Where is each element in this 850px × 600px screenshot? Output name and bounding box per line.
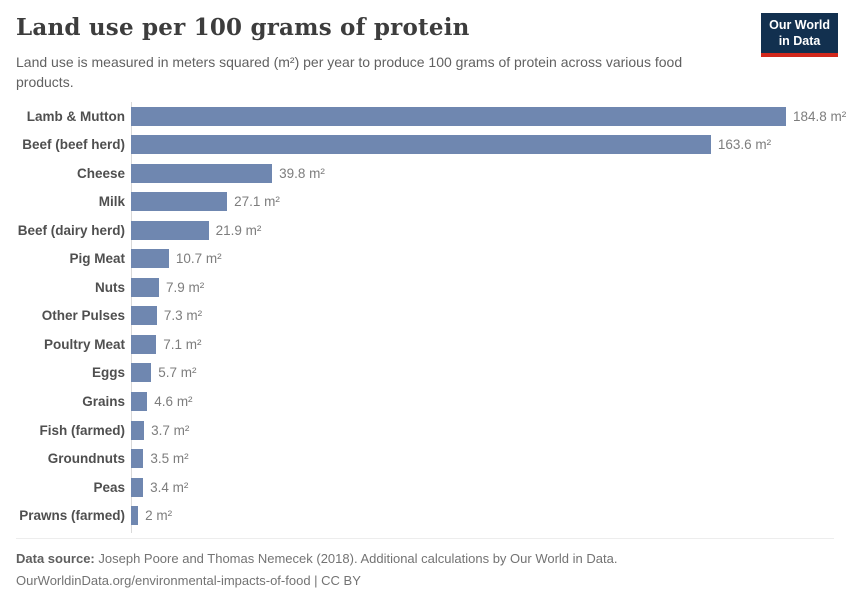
category-label: Prawns (farmed) (19, 508, 125, 524)
category-label: Other Pulses (41, 308, 125, 324)
bar[interactable] (131, 334, 157, 354)
value-label: 7.1 m² (163, 336, 202, 352)
category-label: Beef (dairy herd) (17, 222, 125, 238)
value-label: 3.7 m² (151, 422, 190, 438)
value-label: 5.7 m² (158, 365, 197, 381)
chart-footer: Data source: Joseph Poore and Thomas Nem… (16, 538, 834, 592)
category-label: Beef (beef herd) (22, 137, 125, 153)
bar[interactable] (131, 306, 157, 326)
bar-row: Cheese 39.8 m² (16, 159, 834, 188)
value-label: 163.6 m² (717, 137, 772, 153)
bar[interactable] (131, 506, 139, 526)
bar[interactable] (131, 106, 786, 126)
data-source-label: Data source: (16, 551, 95, 566)
bar-row: Milk 27.1 m² (16, 187, 834, 216)
bar-row: Groundnuts 3.5 m² (16, 444, 834, 473)
bar-row: Pig Meat 10.7 m² (16, 244, 834, 273)
bar-row: Poultry Meat 7.1 m² (16, 330, 834, 359)
bar-row: Lamb & Mutton 184.8 m² (16, 102, 846, 131)
value-label: 2 m² (145, 508, 173, 524)
value-label: 10.7 m² (175, 251, 222, 267)
bar[interactable] (131, 363, 152, 383)
value-label: 3.5 m² (150, 451, 189, 467)
url-license-line[interactable]: OurWorldinData.org/environmental-impacts… (16, 573, 361, 588)
bar-chart: Lamb & Mutton 184.8 m² Beef (beef herd) 163… (16, 101, 846, 533)
value-label: 184.8 m² (793, 108, 847, 124)
bar[interactable] (131, 135, 711, 155)
bar[interactable] (131, 391, 148, 411)
bar-row: Beef (dairy herd) 21.9 m² (16, 216, 834, 245)
chart-subtitle: Land use is measured in meters squared (… (16, 53, 683, 90)
category-label: Nuts (95, 279, 125, 295)
bar-row: Other Pulses 7.3 m² (16, 302, 834, 331)
value-label: 3.4 m² (150, 479, 189, 495)
value-label: 7.3 m² (163, 308, 203, 324)
bar[interactable] (131, 277, 159, 297)
bar-row: Prawns (farmed) 2 m² (16, 501, 834, 530)
chart-title: Land use per 100 grams of protein (16, 14, 470, 41)
value-label: 27.1 m² (234, 194, 280, 210)
bar[interactable] (131, 220, 209, 240)
data-source-text: Joseph Poore and Thomas Nemecek (2018). … (98, 551, 618, 566)
category-label: Pig Meat (69, 251, 125, 267)
bar[interactable] (131, 477, 144, 497)
bar[interactable] (131, 163, 273, 183)
bar[interactable] (131, 192, 228, 212)
category-label: Lamb & Mutton (26, 108, 125, 124)
category-label: Cheese (76, 165, 125, 181)
owid-logo-line1: Our World (769, 18, 830, 32)
category-label: Poultry Meat (43, 336, 125, 352)
category-label: Groundnuts (47, 451, 125, 467)
bar-row: Fish (farmed) 3.7 m² (16, 416, 834, 445)
owid-logo-line2: in Data (778, 34, 821, 49)
value-label: 4.6 m² (154, 393, 193, 409)
category-label: Eggs (91, 365, 125, 381)
value-label: 7.9 m² (166, 279, 205, 295)
value-label: 21.9 m² (215, 222, 262, 238)
category-label: Fish (farmed) (39, 422, 125, 438)
category-label: Milk (98, 194, 125, 210)
category-label: Peas (93, 479, 125, 495)
bar-row: Nuts 7.9 m² (16, 273, 834, 302)
bar[interactable] (131, 249, 169, 269)
bar-row: Eggs 5.7 m² (16, 359, 834, 388)
bar[interactable] (131, 420, 145, 440)
bar-row: Peas 3.4 m² (16, 473, 834, 502)
value-label: 39.8 m² (279, 165, 325, 181)
bar[interactable] (131, 449, 144, 469)
owid-logo: Our World in Data (761, 13, 838, 57)
category-label: Grains (82, 393, 125, 409)
data-source-line: Data source: Joseph Poore and Thomas Nem… (16, 548, 834, 570)
bar-row: Grains 4.6 m² (16, 387, 834, 416)
bar-row: Beef (beef herd) 163.6 m² (16, 130, 834, 159)
